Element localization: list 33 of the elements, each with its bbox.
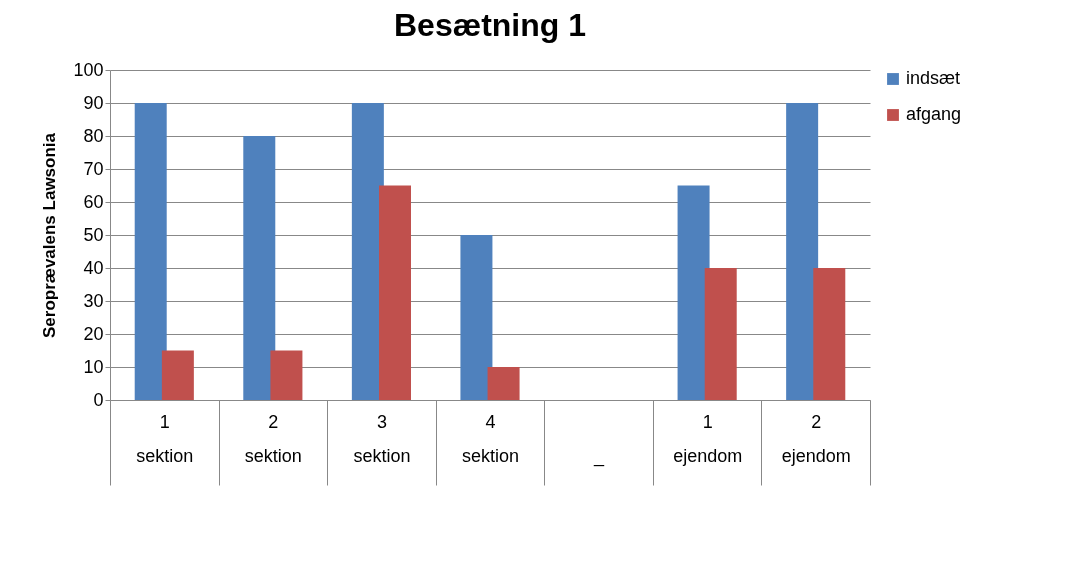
- y-tick-label: 90: [83, 92, 104, 113]
- legend-label: afgang: [906, 104, 962, 124]
- y-tick-label: 80: [83, 125, 104, 146]
- y-tick-label: 70: [83, 158, 104, 179]
- x-tick-label: 2 sektion: [244, 411, 302, 466]
- y-tick-label: 60: [83, 191, 104, 212]
- y-tick-label: 40: [83, 257, 104, 278]
- x-tick-label: 1 ejendom: [673, 411, 743, 466]
- bar: [487, 367, 520, 400]
- legend-label: indsæt: [906, 68, 961, 88]
- chart-title: Besætning 1: [393, 7, 587, 43]
- y-tick-label: 20: [83, 323, 104, 344]
- bar: [270, 350, 303, 400]
- bar: [460, 235, 493, 400]
- y-tick-label: 50: [83, 224, 104, 245]
- x-tick-label: 4 sektion: [461, 411, 520, 466]
- x-tick-label: _: [593, 445, 606, 467]
- y-tick-label: 30: [83, 290, 104, 311]
- y-axis-title: Seroprævalens Lawsonia: [40, 132, 60, 339]
- x-tick-label: 3 sektion: [353, 411, 411, 466]
- bar: [704, 268, 737, 400]
- bar: [379, 185, 411, 400]
- bar: [786, 103, 819, 400]
- bar: [134, 103, 167, 400]
- x-tick-label: 2 ejendom: [781, 411, 851, 466]
- bar: [677, 185, 710, 400]
- bar: [813, 268, 846, 400]
- y-tick-label: 0: [93, 389, 104, 410]
- y-tick-label: 100: [73, 59, 104, 80]
- bar: [161, 350, 194, 400]
- y-tick-label: 10: [83, 356, 104, 377]
- x-tick-label: 1 sektion: [136, 411, 194, 466]
- bar: [243, 136, 276, 400]
